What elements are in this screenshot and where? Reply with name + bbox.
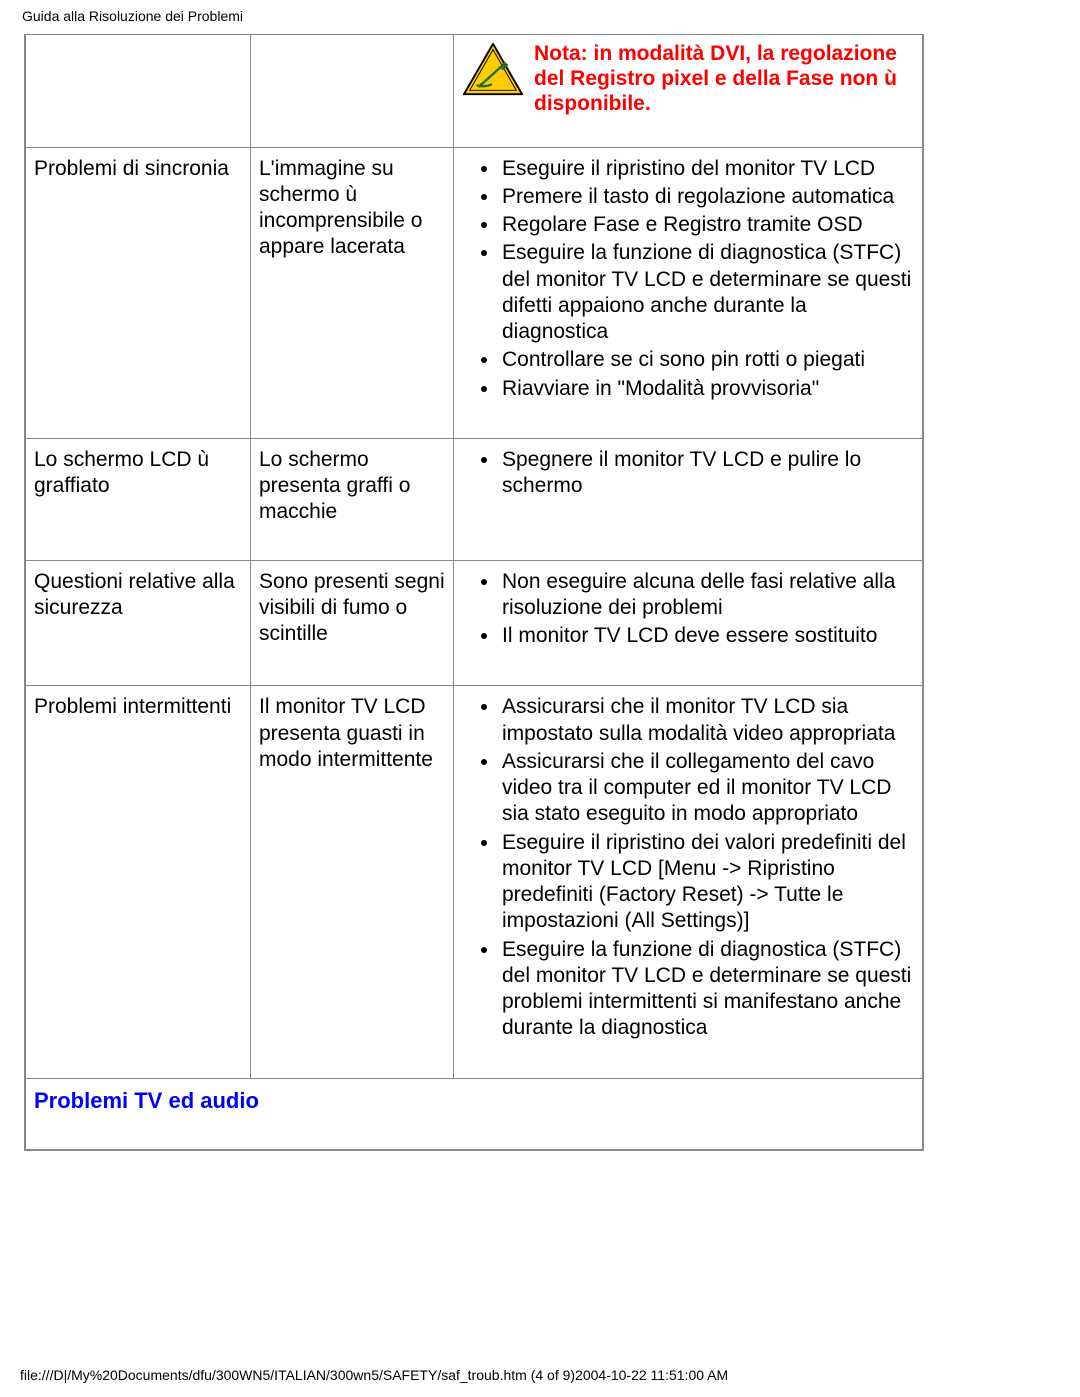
footer-file-path: file:///D|/My%20Documents/dfu/300WN5/ITA…: [20, 1367, 728, 1383]
list-item: Assicurarsi che il monitor TV LCD sia im…: [500, 694, 914, 747]
solution-cell: Eseguire il ripristino del monitor TV LC…: [454, 147, 924, 438]
list-item: Non eseguire alcuna delle fasi relative …: [500, 569, 914, 622]
list-item: Eseguire il ripristino dei valori predef…: [500, 830, 914, 935]
table-row: Problemi intermittenti Il monitor TV LCD…: [25, 686, 923, 1078]
section-cell: Problemi TV ed audio: [25, 1078, 923, 1150]
solution-cell: Non eseguire alcuna delle fasi relative …: [454, 560, 924, 686]
problem-cell: Questioni relative alla sicurezza: [25, 560, 251, 686]
list-item: Assicurarsi che il collegamento del cavo…: [500, 749, 914, 828]
page-header-title: Guida alla Risoluzione dei Problemi: [22, 8, 1060, 24]
troubleshooting-table: Nota: in modalità DVI, la regolazione de…: [24, 34, 924, 1151]
solution-cell: Assicurarsi che il monitor TV LCD sia im…: [454, 686, 924, 1078]
table-row: Questioni relative alla sicurezza Sono p…: [25, 560, 923, 686]
list-item: Il monitor TV LCD deve essere sostituito: [500, 623, 914, 649]
list-item: Regolare Fase e Registro tramite OSD: [500, 212, 914, 238]
table-row: Lo schermo LCD ù graffiato Lo schermo pr…: [25, 438, 923, 560]
solution-list: Non eseguire alcuna delle fasi relative …: [462, 569, 914, 650]
list-item: Spegnere il monitor TV LCD e pulire lo s…: [500, 447, 914, 500]
note-row: Nota: in modalità DVI, la regolazione de…: [25, 35, 923, 148]
list-item: Riavviare in "Modalità provvisoria": [500, 376, 914, 402]
list-item: Eseguire la funzione di diagnostica (STF…: [500, 937, 914, 1042]
problem-cell: Lo schermo LCD ù graffiato: [25, 438, 251, 560]
solution-list: Spegnere il monitor TV LCD e pulire lo s…: [462, 447, 914, 500]
list-item: Eseguire la funzione di diagnostica (STF…: [500, 240, 914, 345]
problem-cell: Problemi di sincronia: [25, 147, 251, 438]
problem-cell: Problemi intermittenti: [25, 686, 251, 1078]
list-item: Premere il tasto di regolazione automati…: [500, 184, 914, 210]
symptom-cell: L'immagine su schermo ù incomprensibile …: [251, 147, 454, 438]
solution-list: Assicurarsi che il monitor TV LCD sia im…: [462, 694, 914, 1041]
section-heading: Problemi TV ed audio: [34, 1088, 259, 1113]
note-cell: Nota: in modalità DVI, la regolazione de…: [454, 35, 924, 148]
note-text: Nota: in modalità DVI, la regolazione de…: [534, 41, 914, 117]
note-empty-col2: [251, 35, 454, 148]
warning-icon: [462, 41, 524, 97]
table-row: Problemi di sincronia L'immagine su sche…: [25, 147, 923, 438]
symptom-cell: Il monitor TV LCD presenta guasti in mod…: [251, 686, 454, 1078]
list-item: Controllare se ci sono pin rotti o piega…: [500, 347, 914, 373]
solution-list: Eseguire il ripristino del monitor TV LC…: [462, 156, 914, 402]
symptom-cell: Lo schermo presenta graffi o macchie: [251, 438, 454, 560]
section-row: Problemi TV ed audio: [25, 1078, 923, 1150]
note-empty-col1: [25, 35, 251, 148]
symptom-cell: Sono presenti segni visibili di fumo o s…: [251, 560, 454, 686]
list-item: Eseguire il ripristino del monitor TV LC…: [500, 156, 914, 182]
solution-cell: Spegnere il monitor TV LCD e pulire lo s…: [454, 438, 924, 560]
